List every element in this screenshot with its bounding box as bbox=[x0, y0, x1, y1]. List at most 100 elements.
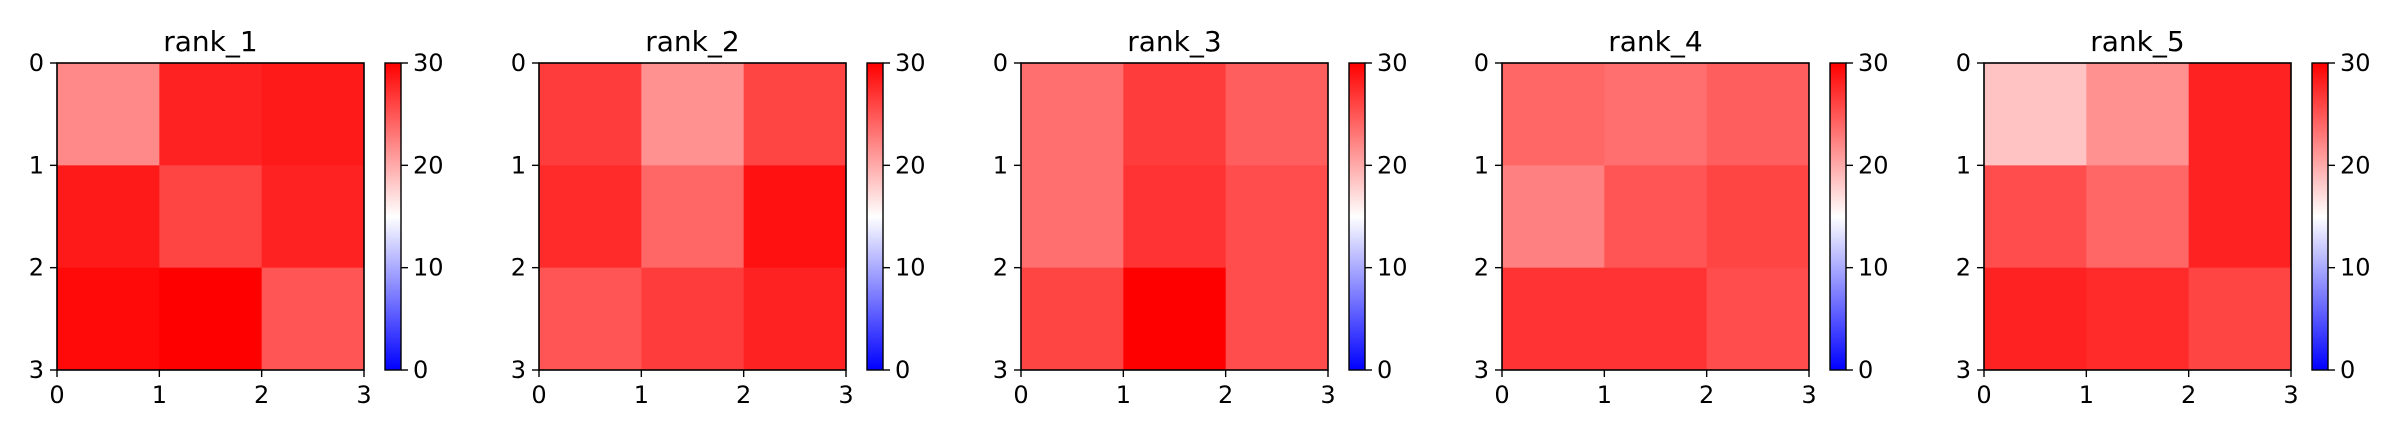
x-tick-label: 2 bbox=[736, 381, 751, 409]
colorbar-tick-label: 20 bbox=[413, 151, 444, 179]
heatmap-cell-r1-c1 bbox=[159, 165, 263, 269]
heatmap-cell-r2-c2 bbox=[1225, 267, 1329, 371]
y-tick-label: 3 bbox=[1956, 356, 1971, 384]
heatmap-cell-r0-c2 bbox=[1706, 63, 1810, 166]
colorbar-tick-label: 30 bbox=[895, 49, 926, 77]
y-tick-label: 0 bbox=[511, 49, 526, 77]
heatmap-cell-r1-c1 bbox=[1123, 165, 1227, 269]
heatmap-cell-r2-c2 bbox=[743, 267, 847, 371]
panel-title: rank_1 bbox=[163, 25, 257, 58]
x-tick-label: 0 bbox=[1013, 381, 1028, 409]
heatmap-cell-r0-c2 bbox=[1225, 63, 1329, 166]
heatmap-cell-r2-c1 bbox=[2086, 267, 2190, 371]
colorbar-tick-label: 10 bbox=[1858, 254, 1889, 282]
y-tick-label: 0 bbox=[993, 49, 1008, 77]
heatmap-cell-r0-c2 bbox=[2188, 63, 2292, 166]
heatmap-cell-r2-c1 bbox=[1604, 267, 1708, 371]
y-tick-label: 2 bbox=[511, 254, 526, 282]
colorbar-tick-label: 0 bbox=[895, 356, 910, 384]
colorbar-tick-label: 30 bbox=[413, 49, 444, 77]
heatmap-cell-r1-c0 bbox=[1984, 165, 2087, 269]
panel-title: rank_3 bbox=[1127, 25, 1221, 58]
colorbar-tick-label: 10 bbox=[413, 254, 444, 282]
heatmap-cell-r0-c0 bbox=[1502, 63, 1605, 166]
heatmap-cell-r2-c1 bbox=[641, 267, 745, 371]
x-tick-label: 2 bbox=[1699, 381, 1714, 409]
x-tick-label: 3 bbox=[1320, 381, 1335, 409]
y-tick-label: 0 bbox=[29, 49, 44, 77]
colorbar-tick-label: 30 bbox=[1377, 49, 1408, 77]
heatmap-cell-r1-c0 bbox=[57, 165, 160, 269]
y-tick-label: 1 bbox=[1474, 151, 1489, 179]
colorbar bbox=[384, 62, 402, 371]
heatmap-cell-r2-c0 bbox=[539, 267, 642, 371]
heatmap-cell-r0-c2 bbox=[261, 63, 365, 166]
heatmap-cell-r1-c1 bbox=[641, 165, 745, 269]
colorbar bbox=[1829, 62, 1847, 371]
y-tick-label: 2 bbox=[993, 254, 1008, 282]
y-tick-label: 1 bbox=[511, 151, 526, 179]
x-tick-label: 0 bbox=[531, 381, 546, 409]
x-tick-label: 2 bbox=[2181, 381, 2196, 409]
colorbar-tick-label: 10 bbox=[1377, 254, 1408, 282]
x-tick-label: 0 bbox=[1494, 381, 1509, 409]
x-tick-label: 2 bbox=[254, 381, 269, 409]
colorbar-tick-label: 30 bbox=[1858, 49, 1889, 77]
heatmap-cell-r1-c2 bbox=[261, 165, 365, 269]
x-tick-label: 0 bbox=[49, 381, 64, 409]
x-tick-label: 3 bbox=[356, 381, 371, 409]
heatmap-cell-r1-c2 bbox=[2188, 165, 2292, 269]
y-tick-label: 3 bbox=[29, 356, 44, 384]
colorbar bbox=[2311, 62, 2329, 371]
y-tick-label: 1 bbox=[29, 151, 44, 179]
plot-frame bbox=[1983, 62, 2292, 371]
heatmap-cell-r2-c0 bbox=[1984, 267, 2087, 371]
heatmap-cell-r0-c0 bbox=[1984, 63, 2087, 166]
heatmap-cell-r2-c0 bbox=[57, 267, 160, 371]
y-tick-label: 0 bbox=[1474, 49, 1489, 77]
y-tick-label: 1 bbox=[993, 151, 1008, 179]
plot-frame bbox=[1020, 62, 1329, 371]
x-tick-label: 3 bbox=[1801, 381, 1816, 409]
y-tick-label: 2 bbox=[1956, 254, 1971, 282]
panel-title: rank_5 bbox=[2090, 25, 2184, 58]
colorbar bbox=[866, 62, 884, 371]
x-tick-label: 1 bbox=[634, 381, 649, 409]
panel-title: rank_4 bbox=[1608, 25, 1702, 58]
y-tick-label: 0 bbox=[1956, 49, 1971, 77]
panel-title: rank_2 bbox=[645, 25, 739, 58]
y-tick-label: 2 bbox=[1474, 254, 1489, 282]
y-tick-label: 3 bbox=[511, 356, 526, 384]
colorbar-tick-label: 0 bbox=[1858, 356, 1873, 384]
colorbar-tick-label: 0 bbox=[413, 356, 428, 384]
heatmap-cell-r1-c1 bbox=[2086, 165, 2190, 269]
x-tick-label: 2 bbox=[1218, 381, 1233, 409]
colorbar-tick-label: 10 bbox=[895, 254, 926, 282]
heatmap-cell-r2-c2 bbox=[261, 267, 365, 371]
plot-frame bbox=[56, 62, 365, 371]
heatmap-cell-r2-c1 bbox=[1123, 267, 1227, 371]
heatmap-cell-r1-c1 bbox=[1604, 165, 1708, 269]
heatmap-cell-r2-c1 bbox=[159, 267, 263, 371]
plot-frame bbox=[538, 62, 847, 371]
x-tick-label: 3 bbox=[838, 381, 853, 409]
heatmap-cell-r1-c0 bbox=[1502, 165, 1605, 269]
heatmap-cell-r0-c0 bbox=[57, 63, 160, 166]
y-tick-label: 3 bbox=[1474, 356, 1489, 384]
heatmap-cell-r2-c2 bbox=[2188, 267, 2292, 371]
colorbar-tick-label: 0 bbox=[1377, 356, 1392, 384]
heatmap-cell-r0-c1 bbox=[159, 63, 263, 166]
x-tick-label: 3 bbox=[2283, 381, 2298, 409]
y-tick-label: 3 bbox=[993, 356, 1008, 384]
heatmap-cell-r0-c0 bbox=[539, 63, 642, 166]
heatmap-cell-r1-c2 bbox=[1706, 165, 1810, 269]
heatmap-cell-r0-c0 bbox=[1021, 63, 1124, 166]
heatmap-cell-r0-c1 bbox=[1123, 63, 1227, 166]
colorbar-tick-label: 10 bbox=[2340, 254, 2371, 282]
heatmap-cell-r0-c1 bbox=[641, 63, 745, 166]
